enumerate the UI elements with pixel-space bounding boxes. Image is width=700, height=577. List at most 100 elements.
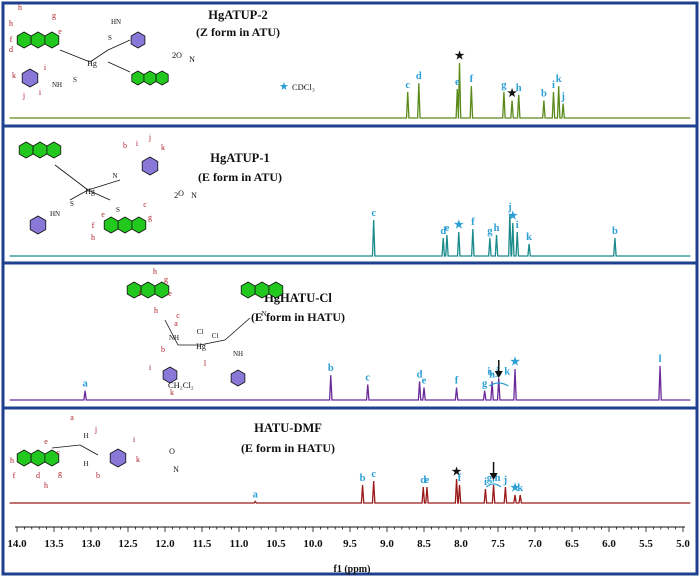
- structure-bond: [224, 317, 251, 341]
- spectrum-line: [9, 62, 691, 119]
- structure-bond: [87, 189, 111, 201]
- anthracene-ring-icon: [46, 141, 62, 159]
- series-subtitle: (E form in ATU): [198, 170, 282, 184]
- peak-label: j: [507, 202, 512, 213]
- structure-label: a: [174, 319, 178, 328]
- structure-label: c: [143, 200, 147, 209]
- x-tick-label: 8.5: [417, 538, 431, 550]
- peak-label: a: [253, 489, 259, 500]
- peak-label: k: [556, 74, 562, 85]
- peak-label: f: [471, 217, 475, 228]
- solvent-label: 2: [174, 190, 178, 200]
- structure-label: NH: [233, 350, 243, 358]
- anthracene-ring-icon: [32, 141, 48, 159]
- peak-label: g: [501, 80, 507, 91]
- peak-label: b: [328, 363, 334, 374]
- peak-label: g: [487, 226, 493, 237]
- structure-label: d: [36, 471, 40, 480]
- structure-label: h: [153, 267, 157, 276]
- structure-label: f: [13, 471, 16, 480]
- structure-label: i: [39, 88, 42, 97]
- structure-label: Hg: [196, 342, 206, 351]
- x-tick-label: 9.5: [343, 538, 357, 550]
- structure-label: N: [112, 172, 117, 180]
- x-tick-label: 7.0: [528, 538, 542, 550]
- phenyl-ring-icon: [141, 156, 159, 176]
- structure-bond: [51, 444, 81, 449]
- structure-label: e: [44, 437, 48, 446]
- x-tick-label: 6.5: [565, 538, 579, 550]
- structure-label: f: [139, 289, 142, 298]
- x-tick-label: 12.0: [155, 538, 175, 550]
- structure-bond: [89, 49, 109, 63]
- phenyl-ring-icon: [109, 448, 127, 468]
- structure-label: k: [161, 143, 165, 152]
- series-title: HATU-DMF: [254, 421, 322, 435]
- structure-label: b: [96, 471, 100, 480]
- phenyl-ring-icon: [230, 369, 246, 387]
- structure-label: O: [176, 51, 182, 60]
- x-tick-label: 8.0: [454, 538, 468, 550]
- structure-label: g: [58, 469, 62, 478]
- peak-label: f: [455, 376, 459, 387]
- spectrum-line: [9, 365, 691, 401]
- series-subtitle: (E form in HATU): [251, 310, 345, 324]
- structure-label: N: [191, 191, 197, 200]
- peak-label: b: [612, 226, 618, 237]
- anthracene-ring-icon: [140, 281, 156, 299]
- x-tick-label: 13.5: [44, 538, 64, 550]
- structure-label: N: [261, 310, 266, 318]
- anthracene-ring-icon: [16, 31, 32, 49]
- x-tick-label: 10.0: [303, 538, 323, 550]
- structure-label: h: [44, 481, 48, 490]
- peak-label: ★: [455, 50, 465, 62]
- structure-label: h: [9, 19, 13, 28]
- structure-label: O: [169, 447, 175, 456]
- anthracene-ring-icon: [268, 281, 284, 299]
- anthracene-ring-icon: [154, 281, 170, 299]
- anthracene-ring-icon: [44, 31, 60, 49]
- peak-label: ★: [510, 482, 520, 494]
- peak-label: c: [365, 373, 370, 384]
- peak-label: h: [516, 83, 522, 94]
- peak-label: l: [659, 354, 662, 365]
- structure-bond: [107, 39, 131, 51]
- annotation-bracket: [488, 382, 509, 387]
- structure-label: g: [148, 213, 152, 222]
- anthracene-ring-icon: [30, 449, 46, 467]
- peak-label: c: [371, 469, 376, 480]
- structure-label: N: [173, 465, 179, 474]
- peak-label: k: [526, 232, 532, 243]
- structure-bond: [87, 179, 121, 191]
- structure-label: H: [83, 460, 88, 468]
- annotation-arrow-hgathu-head: [494, 371, 503, 378]
- structure-bond: [107, 61, 131, 73]
- peak-label: h: [489, 369, 495, 380]
- series-title: HgATUP-2: [208, 8, 268, 22]
- peak-label: e: [455, 77, 460, 88]
- structure-label: g: [52, 11, 56, 20]
- structure-label: k: [170, 388, 174, 397]
- structure-label: e: [58, 27, 62, 36]
- structure-label: j: [94, 425, 97, 434]
- structure-label: S: [73, 76, 77, 84]
- peak-label: j: [503, 475, 508, 486]
- x-tick-label: 12.5: [118, 538, 138, 550]
- annotation-arrow-hatu-head: [489, 473, 498, 480]
- phenyl-ring-icon: [29, 215, 47, 235]
- anthracene-ring-icon: [44, 449, 60, 467]
- structure-label: j: [22, 91, 25, 100]
- anthracene-ring-icon: [18, 141, 34, 159]
- peak-label: d: [420, 475, 426, 486]
- structure-label: Hg: [85, 187, 95, 196]
- peak-label: d: [416, 71, 422, 82]
- peak-label: ★: [508, 210, 518, 222]
- structure-label: b: [123, 141, 127, 150]
- x-tick-label: 5.0: [676, 538, 690, 550]
- x-tick-label: 5.5: [639, 538, 653, 550]
- phenyl-ring-icon: [21, 68, 39, 88]
- peak-label: h: [494, 223, 500, 234]
